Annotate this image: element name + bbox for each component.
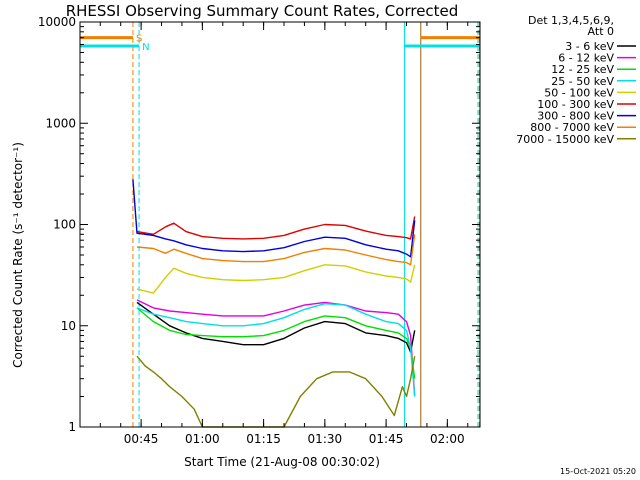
y-tick-label: 10 — [61, 319, 76, 333]
series-line — [136, 299, 416, 397]
y-tick-label: 10000 — [38, 15, 76, 29]
y-tick-label: 1000 — [45, 116, 76, 130]
legend-label: 12 - 25 keV — [551, 63, 614, 76]
legend-label: 50 - 100 keV — [544, 86, 614, 99]
x-tick-label: 01:45 — [369, 432, 404, 446]
x-axis: 00:45 01:00 01:15 01:30 01:45 02:00 — [99, 22, 469, 446]
plot-frame — [79, 21, 481, 428]
plot-area: SN — [79, 21, 481, 428]
y-tick-label: 1 — [68, 420, 76, 434]
legend-label: 25 - 50 keV — [551, 75, 614, 88]
legend-header: Att 0 — [588, 25, 614, 38]
x-tick-label: 01:30 — [308, 432, 343, 446]
x-tick-label: 02:00 — [430, 432, 465, 446]
legend-label: 6 - 12 keV — [558, 52, 614, 65]
series-line — [136, 303, 416, 397]
chart-title: RHESSI Observing Summary Count Rates, Co… — [66, 2, 459, 20]
series-line — [136, 307, 416, 379]
legend-label: 300 - 800 keV — [537, 110, 614, 123]
series-line — [136, 301, 416, 353]
series-line — [136, 355, 416, 428]
legend-header: Det 1,3,4,5,6,9, — [528, 14, 614, 27]
span-label: S — [136, 34, 142, 45]
series-line — [136, 216, 416, 240]
footer-timestamp: 15-Oct-2021 05:20 — [560, 467, 636, 476]
x-tick-label: 01:00 — [185, 432, 220, 446]
series-line — [136, 264, 416, 294]
series-line — [132, 179, 416, 258]
legend-label: 800 - 7000 keV — [530, 121, 614, 134]
legend-label: 7000 - 15000 keV — [516, 133, 614, 146]
series-line — [136, 234, 416, 266]
x-tick-label: 01:15 — [246, 432, 281, 446]
x-axis-label: Start Time (21-Aug-08 00:30:02) — [184, 455, 380, 469]
legend-label: 3 - 6 keV — [565, 40, 614, 53]
x-tick-label: 00:45 — [124, 432, 159, 446]
legend-label: 100 - 300 keV — [537, 98, 614, 111]
y-tick-label: 100 — [53, 218, 76, 232]
y-axis-label: Corrected Count Rate (s⁻¹ detector⁻¹) — [11, 142, 25, 368]
y-axis: 1 10 100 1000 10000 — [38, 15, 480, 434]
span-label: N — [142, 42, 149, 53]
